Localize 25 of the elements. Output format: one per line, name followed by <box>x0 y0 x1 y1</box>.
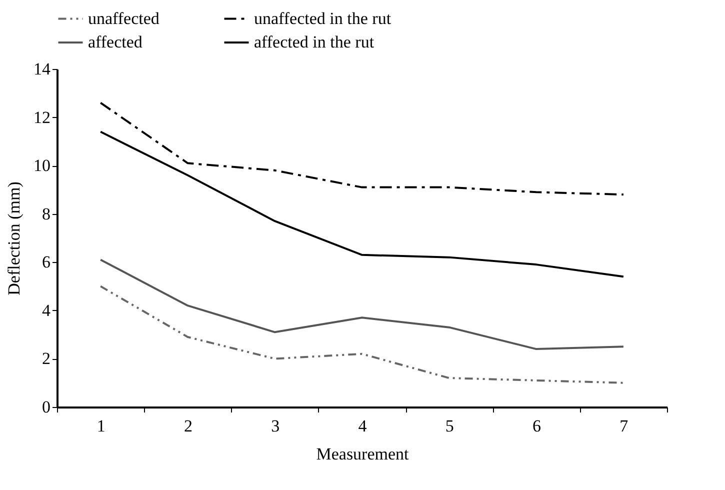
y-tick-label: 2 <box>42 349 50 368</box>
y-tick-label: 14 <box>34 60 51 78</box>
x-tick-label: 4 <box>358 416 368 436</box>
line-series <box>100 258 624 350</box>
y-tick-label: 4 <box>42 300 51 320</box>
x-tick-label: 6 <box>532 416 542 436</box>
x-tick-label: 3 <box>271 416 280 436</box>
legend-label: unaffected <box>88 8 160 28</box>
x-axis-title: Measurement <box>316 444 410 464</box>
line-series <box>100 285 624 384</box>
legend-label: affected <box>88 32 143 52</box>
x-tick-label: 1 <box>96 416 106 436</box>
x-tick-label: 5 <box>445 416 454 436</box>
y-axis-title: Deflection (mm) <box>4 182 24 296</box>
y-tick-label: 12 <box>34 108 50 127</box>
y-tick-label: 6 <box>42 252 50 272</box>
line-series <box>100 102 624 196</box>
legend-label: affected in the rut <box>254 32 374 52</box>
y-tick-label: 0 <box>42 398 50 416</box>
line-series <box>100 130 624 278</box>
x-tick-label: 2 <box>184 416 192 436</box>
legend-label: unaffected in the rut <box>254 8 392 28</box>
y-tick-label: 8 <box>42 204 50 224</box>
x-tick-label: 7 <box>620 416 629 436</box>
y-tick-label: 10 <box>34 156 50 176</box>
